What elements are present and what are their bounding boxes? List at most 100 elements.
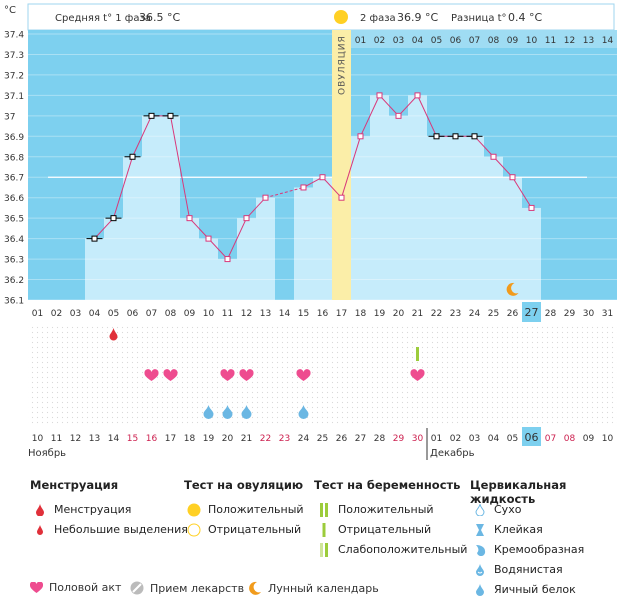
phase2-day-label: 03 xyxy=(393,36,404,46)
cycle-day-label: 15 xyxy=(298,309,309,319)
temperature-point xyxy=(186,215,193,222)
phase2-day-label: 12 xyxy=(564,36,575,46)
date-label: 21 xyxy=(241,434,252,444)
drop-icon xyxy=(30,504,50,516)
temperature-bar xyxy=(218,259,237,300)
legend-item: Кремообразная xyxy=(470,540,626,560)
month-right-label: Декабрь xyxy=(430,448,475,459)
cycle-day-label: 18 xyxy=(355,309,367,319)
temperature-point xyxy=(452,133,459,140)
test-icon xyxy=(416,347,419,361)
today-highlight xyxy=(522,302,541,322)
legend-menstruation-title: Менструация xyxy=(30,478,119,492)
temperature-point xyxy=(395,112,402,119)
test-negative-icon xyxy=(314,523,334,537)
temperature-point xyxy=(224,256,231,263)
date-label: 13 xyxy=(89,434,100,444)
month-left-label: Ноябрь xyxy=(28,448,66,459)
legend-pregnancy-title: Тест на беременность xyxy=(314,478,461,492)
y-tick-label: 37.3 xyxy=(4,51,24,61)
phase1-value: 36.5 °C xyxy=(139,11,180,24)
phase2-day-label: 14 xyxy=(602,36,614,46)
y-tick-label: 36.6 xyxy=(4,194,24,204)
cycle-day-label: 23 xyxy=(450,309,461,319)
heart-icon xyxy=(220,369,235,381)
heart-icon xyxy=(239,369,254,381)
cycle-day-label: 16 xyxy=(317,309,329,319)
temperature-point xyxy=(91,235,98,242)
y-tick-label: 37.2 xyxy=(4,71,24,81)
series-segment xyxy=(94,217,114,239)
date-label: 04 xyxy=(488,434,500,444)
legend-item: Сухо xyxy=(470,500,626,520)
temperature-point xyxy=(357,133,364,140)
phase2-day-label: 04 xyxy=(412,36,424,46)
date-label: 03 xyxy=(469,434,480,444)
series-segment xyxy=(360,95,380,137)
cycle-day-label: 06 xyxy=(127,309,139,319)
series-segment xyxy=(113,156,133,219)
phase2-day-label: 07 xyxy=(469,36,480,46)
temperature-point xyxy=(528,204,535,211)
legend-ovulation-title: Тест на овуляцию xyxy=(184,478,304,492)
drop-icon xyxy=(109,328,118,341)
temperature-point xyxy=(129,153,136,160)
date-label: 11 xyxy=(51,434,62,444)
temperature-point xyxy=(433,133,440,140)
y-tick-label: 36.3 xyxy=(4,256,24,266)
phase2-day-axis: 01 02 03 04 05 06 07 08 09 10 11 12 13 14 xyxy=(351,30,617,48)
series-segment xyxy=(512,176,532,209)
y-tick-label: 36.4 xyxy=(4,235,24,245)
legend-item: Положительный xyxy=(314,500,467,520)
date-label: 06 xyxy=(525,431,539,444)
legend-moon: Лунный календарь xyxy=(248,581,379,595)
legend-pregnancy-test: Тест на беременность Положительный Отриц… xyxy=(314,478,467,560)
temperature-point xyxy=(110,215,117,222)
cycle-day-label: 01 xyxy=(32,309,43,319)
series-segment xyxy=(265,186,304,199)
temperature-bar xyxy=(180,218,199,300)
temperature-point xyxy=(471,133,478,140)
temperature-bar xyxy=(503,177,522,300)
cycle-day-label: 04 xyxy=(89,309,101,319)
ovulation-column: ОВУЛЯЦИЯ xyxy=(332,30,351,300)
cycle-day-label: 21 xyxy=(412,309,423,319)
phase2-day-cell xyxy=(427,30,446,48)
temperature-bar xyxy=(85,238,104,300)
phase2-day-label: 13 xyxy=(583,36,594,46)
y-tick-label: 37 xyxy=(4,112,15,122)
series-segment xyxy=(474,135,494,158)
legend-item: Отрицательный xyxy=(184,520,304,540)
sun-filled-icon xyxy=(184,503,204,517)
temperature-point xyxy=(509,174,516,181)
temperature-point xyxy=(414,92,421,99)
cycle-day-label: 24 xyxy=(469,309,481,319)
y-tick-label: 36.7 xyxy=(4,174,24,184)
date-label: 02 xyxy=(450,434,461,444)
cycle-day-label: 26 xyxy=(507,309,519,319)
phase2-day-label: 10 xyxy=(526,36,538,46)
cycle-day-label: 10 xyxy=(203,309,215,319)
temperature-bar xyxy=(237,218,256,300)
date-label: 24 xyxy=(298,434,310,444)
series-segment xyxy=(132,115,152,157)
series-segment xyxy=(189,217,209,239)
test-positive-icon xyxy=(314,503,334,517)
cycle-day-label: 25 xyxy=(488,309,499,319)
phase2-day-cell xyxy=(370,30,389,48)
y-tick-label: 37.4 xyxy=(4,31,24,41)
phase2-day-cell xyxy=(351,30,370,48)
temperature-point xyxy=(205,235,212,242)
event-rows xyxy=(28,324,617,424)
phase2-day-cell xyxy=(408,30,427,48)
date-label: 16 xyxy=(146,434,158,444)
phase2-day-cell xyxy=(579,30,598,48)
phase1-label: Средняя t° 1 фаза xyxy=(55,13,151,24)
temperature-series xyxy=(86,92,535,296)
cycle-day-label: 19 xyxy=(374,309,386,319)
phase2-day-cell xyxy=(541,30,560,48)
ovulation-band xyxy=(332,30,351,300)
date-label: 14 xyxy=(108,434,120,444)
phase2-day-cell xyxy=(503,30,522,48)
ovulation-sun-icon xyxy=(334,10,348,24)
